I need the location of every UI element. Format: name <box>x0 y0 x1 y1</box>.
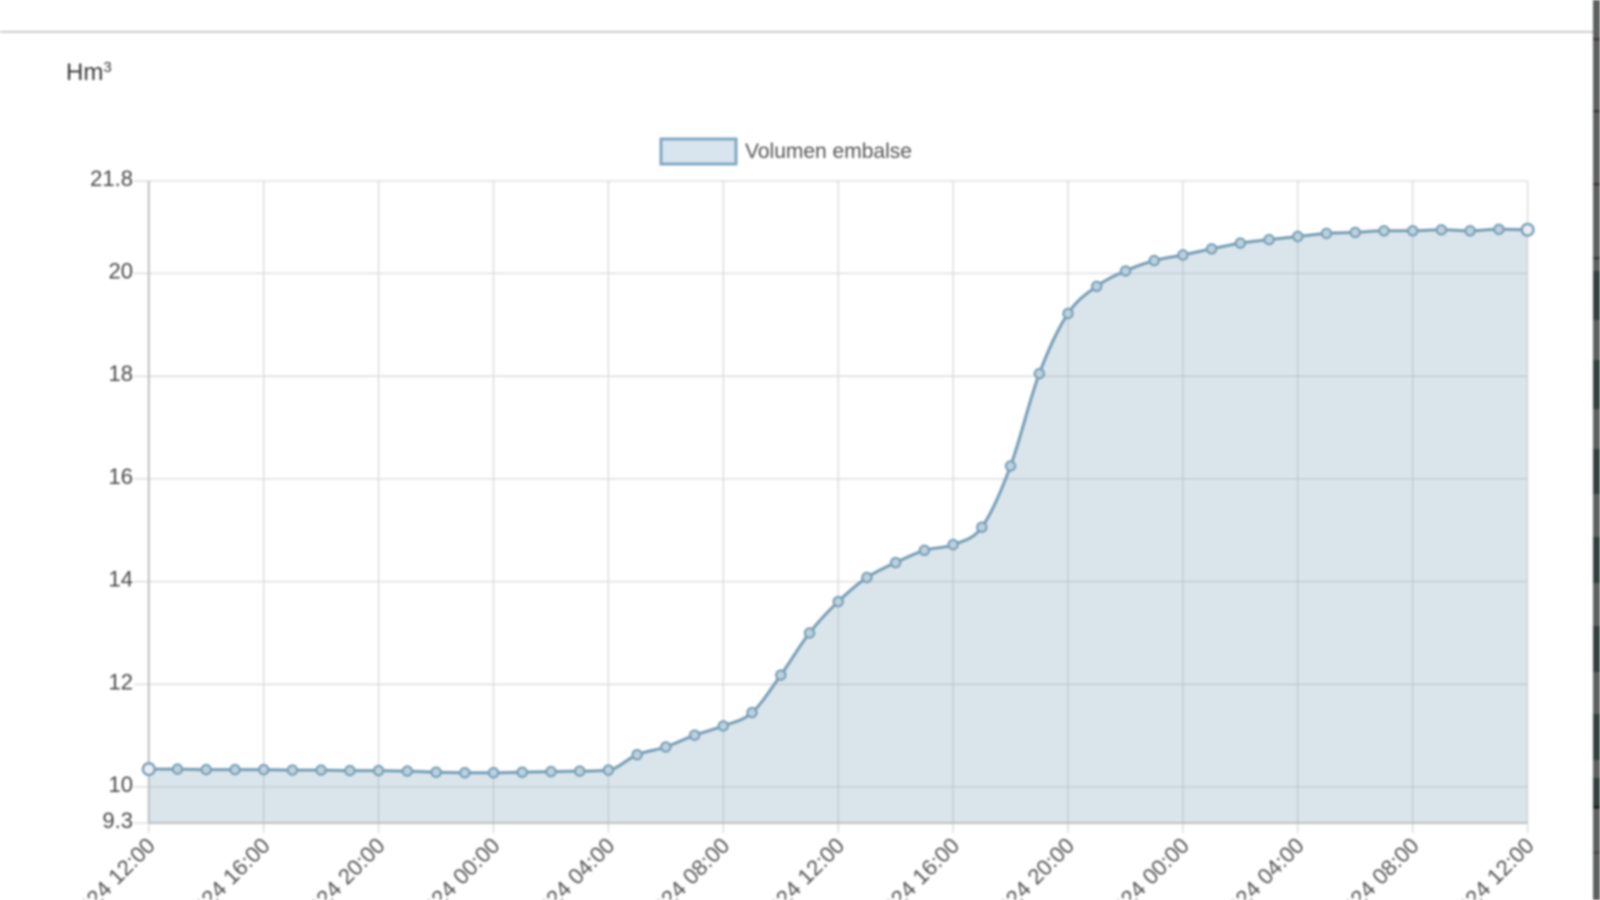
svg-text:20: 20 <box>109 258 133 283</box>
svg-text:27/11/2024 16:00: 27/11/2024 16:00 <box>827 833 965 900</box>
svg-text:27/11/2024 00:00: 27/11/2024 00:00 <box>367 833 505 900</box>
svg-text:14: 14 <box>109 567 133 592</box>
svg-text:28/11/2024 00:00: 28/11/2024 00:00 <box>1056 833 1194 900</box>
svg-text:28/11/2024 12:00: 28/11/2024 12:00 <box>1401 833 1539 900</box>
svg-text:18: 18 <box>109 361 133 386</box>
svg-text:16: 16 <box>109 464 133 489</box>
svg-text:26/11/2024 16:00: 26/11/2024 16:00 <box>137 833 275 900</box>
svg-text:26/11/2024 12:00: 26/11/2024 12:00 <box>22 833 160 900</box>
svg-text:26/11/2024 20:00: 26/11/2024 20:00 <box>252 833 390 900</box>
svg-text:21.8: 21.8 <box>90 166 133 191</box>
svg-text:Hm3: Hm3 <box>66 59 112 86</box>
svg-text:27/11/2024 12:00: 27/11/2024 12:00 <box>712 833 850 900</box>
svg-text:9.3: 9.3 <box>102 808 133 833</box>
svg-text:Volumen embalse: Volumen embalse <box>745 140 912 163</box>
svg-text:27/11/2024 04:00: 27/11/2024 04:00 <box>482 833 620 900</box>
svg-text:12: 12 <box>109 669 133 694</box>
svg-text:28/11/2024 04:00: 28/11/2024 04:00 <box>1171 833 1309 900</box>
svg-text:27/11/2024 20:00: 27/11/2024 20:00 <box>941 833 1079 900</box>
svg-text:27/11/2024 08:00: 27/11/2024 08:00 <box>597 833 735 900</box>
svg-text:10: 10 <box>109 772 133 797</box>
svg-text:28/11/2024 08:00: 28/11/2024 08:00 <box>1286 833 1424 900</box>
